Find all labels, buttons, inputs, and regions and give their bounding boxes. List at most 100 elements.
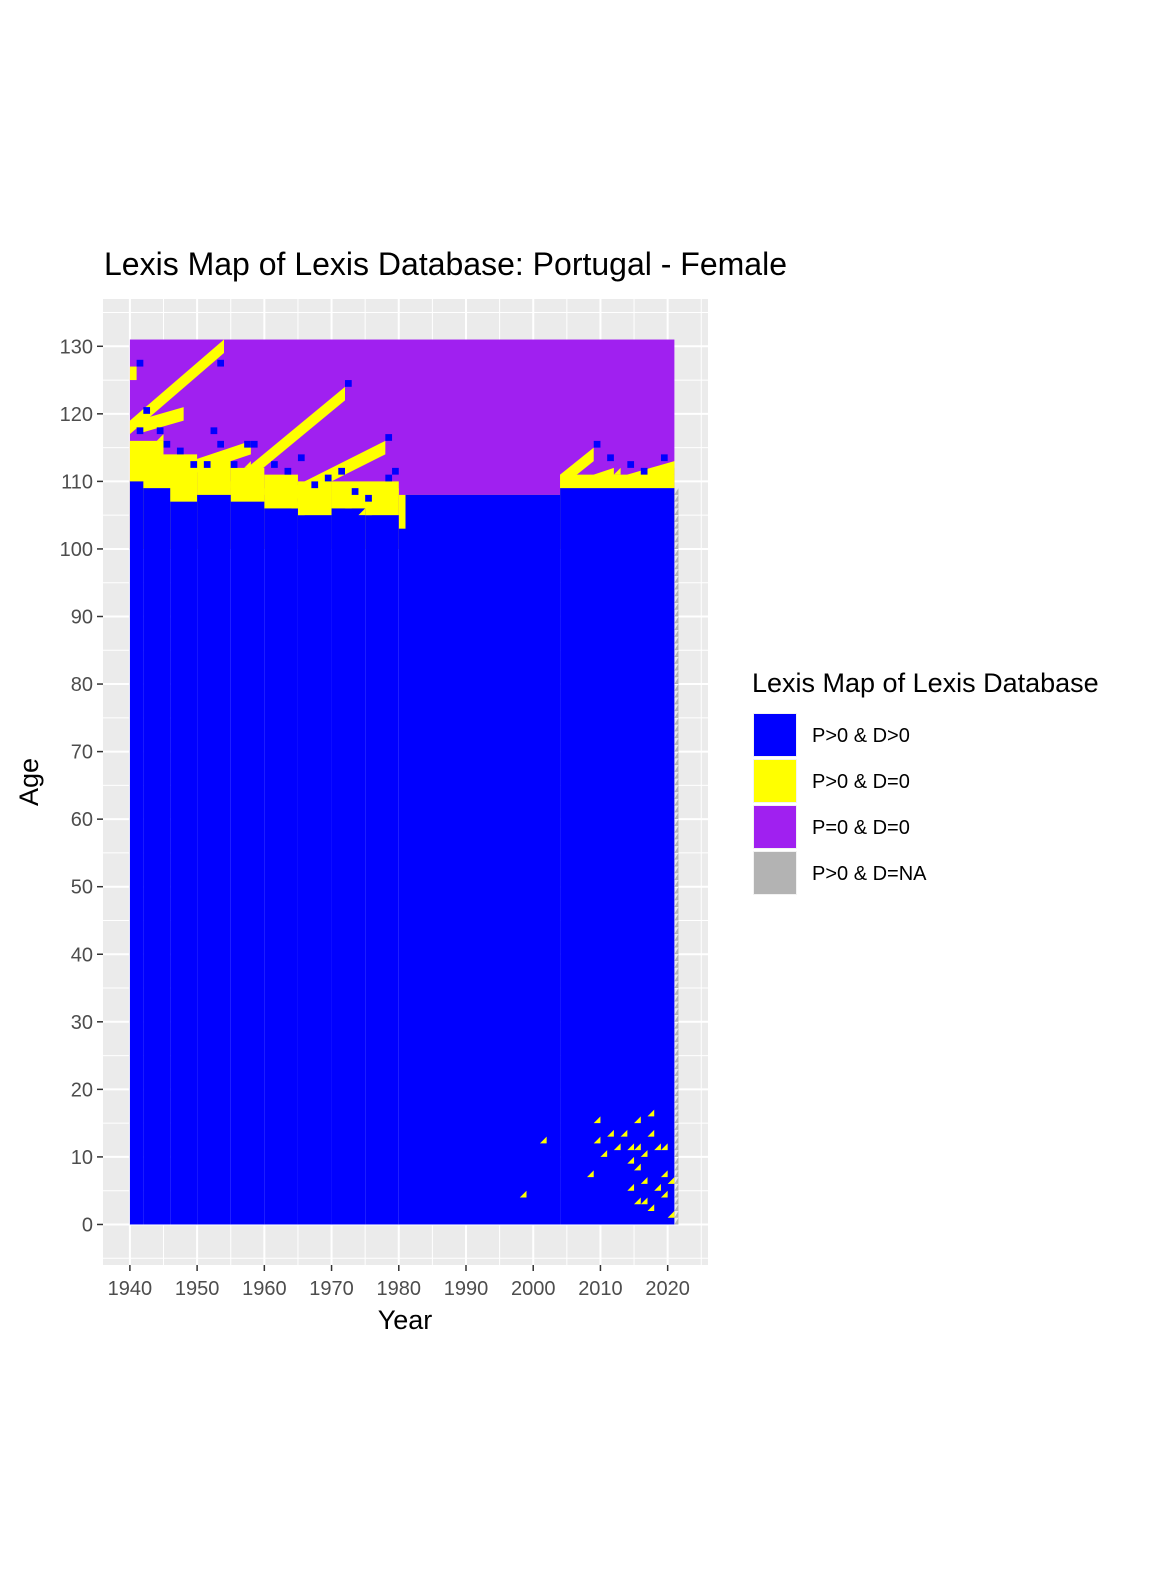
- cell-na: [674, 1089, 679, 1097]
- cell-no-deaths: [398, 515, 406, 522]
- cell-na: [674, 940, 679, 948]
- legend-label-na: P>0 & D=NA: [812, 863, 927, 885]
- cell-na: [674, 798, 679, 806]
- cell-na: [674, 1163, 679, 1171]
- cell-na: [674, 548, 679, 556]
- cell-na: [674, 569, 679, 576]
- cell-na: [674, 1204, 679, 1211]
- cell-na: [674, 974, 679, 982]
- cell-deaths: [203, 461, 211, 468]
- cell-na: [674, 967, 679, 975]
- cell-no-deaths: [660, 1143, 668, 1151]
- cell-no-deaths: [660, 1190, 668, 1198]
- cell-deaths: [217, 359, 224, 367]
- cell-na: [674, 785, 679, 793]
- cell-cohort-band: [129, 366, 137, 381]
- cell-na: [674, 1069, 679, 1076]
- cell-deaths: [640, 467, 648, 475]
- cell-na: [674, 832, 679, 840]
- cell-na: [674, 494, 679, 502]
- cell-na: [674, 920, 679, 928]
- cell-no-deaths: [667, 461, 675, 468]
- cell-na: [674, 1102, 679, 1110]
- cell-na: [674, 488, 679, 495]
- cell-region-deaths: [143, 488, 171, 1225]
- cell-na: [674, 596, 679, 603]
- cell-na: [674, 609, 679, 617]
- cell-na: [674, 913, 679, 921]
- legend-label-p0: P>0 & D=0: [812, 771, 910, 793]
- cell-na: [674, 589, 679, 597]
- cell-region-deaths: [129, 481, 144, 1225]
- cell-deaths: [250, 440, 258, 448]
- cell-no-deaths: [647, 1204, 655, 1211]
- cell-deaths: [297, 454, 305, 462]
- cell-na: [674, 630, 679, 637]
- y-tick-label: 70: [71, 742, 93, 764]
- cell-na: [674, 1183, 679, 1191]
- cell-na: [674, 582, 679, 590]
- cell-na: [674, 1008, 679, 1016]
- cell-deaths: [136, 427, 144, 435]
- cell-na: [674, 765, 679, 772]
- cell-no-deaths: [150, 467, 157, 475]
- legend-key-zz: [754, 806, 796, 848]
- cell-na: [674, 981, 679, 989]
- cell-no-deaths: [170, 454, 177, 462]
- y-tick-label: 110: [61, 471, 93, 493]
- y-tick-label: 130: [60, 336, 93, 358]
- cell-na: [674, 873, 679, 880]
- cell-na: [674, 771, 679, 779]
- cell-na: [674, 1062, 679, 1070]
- cell-region-deaths: [405, 494, 561, 1225]
- cell-no-deaths: [257, 488, 265, 495]
- cell-na: [674, 1150, 679, 1157]
- y-tick-label: 90: [71, 606, 93, 628]
- cell-na: [674, 1143, 679, 1151]
- cell-na: [674, 906, 679, 914]
- cell-na: [674, 562, 679, 570]
- cell-no-deaths: [304, 501, 312, 509]
- cell-deaths: [365, 494, 372, 502]
- cell-na: [674, 1116, 679, 1124]
- y-tick-label: 100: [60, 539, 93, 561]
- cell-region-deaths: [197, 494, 231, 1225]
- cell-deaths: [385, 434, 393, 441]
- cell-na: [674, 724, 679, 732]
- cell-na: [674, 1177, 679, 1184]
- x-tick-label: 2000: [511, 1278, 556, 1300]
- cell-cohort-band: [560, 447, 594, 489]
- cell-na: [674, 515, 679, 522]
- cell-no-deaths: [634, 1163, 641, 1171]
- y-tick-label: 0: [82, 1214, 93, 1236]
- cell-na: [674, 961, 679, 968]
- legend-key-pd: [754, 714, 796, 756]
- y-tick-label: 60: [71, 809, 93, 831]
- cell-no-deaths: [640, 1177, 648, 1184]
- cell-na: [674, 1109, 679, 1117]
- cell-deaths: [190, 461, 198, 468]
- y-tick-label: 10: [71, 1147, 93, 1169]
- cell-deaths: [607, 454, 614, 462]
- cell-deaths: [593, 440, 601, 448]
- cell-region-deaths: [264, 508, 298, 1225]
- cell-cohort-band: [170, 440, 251, 482]
- x-axis-title: Year: [378, 1305, 433, 1335]
- cell-na: [674, 711, 679, 718]
- y-tick-label: 120: [60, 404, 93, 426]
- cell-na: [674, 1170, 679, 1178]
- legend-title: Lexis Map of Lexis Database: [752, 668, 1099, 698]
- cell-na: [674, 751, 679, 759]
- cell-na: [674, 1048, 679, 1056]
- cell-na: [674, 643, 679, 651]
- cell-na: [674, 1123, 679, 1130]
- x-tick-label: 1940: [108, 1278, 153, 1300]
- cell-na: [674, 805, 679, 813]
- cell-deaths: [143, 407, 151, 414]
- cell-na: [674, 663, 679, 671]
- cell-no-deaths: [640, 1150, 648, 1157]
- cell-na: [674, 704, 679, 712]
- cell-na: [674, 1028, 679, 1036]
- cell-na: [674, 1217, 679, 1225]
- cell-region-deaths: [170, 501, 198, 1225]
